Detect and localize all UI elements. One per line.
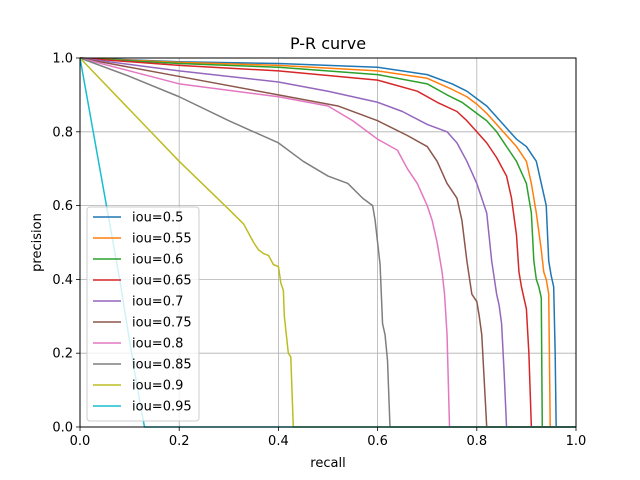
series-line-iou-0.6	[79, 57, 576, 428]
legend: iou=0.5 iou=0.55 iou=0.6 iou=0.65 iou=0.7 iou…	[86, 206, 200, 422]
y-axis-label: precision	[30, 213, 45, 272]
series-line-iou-0.9	[79, 57, 576, 428]
legend-label: iou=0.65	[132, 274, 192, 289]
y-tick-label: 0.8	[52, 125, 73, 140]
ticks-layer: 0.0 0.2 0.4 0.6 0.8 1.0 0.0 0.2 0.4 0.6 0.8 1.0	[52, 52, 586, 450]
series-line-iou-0.85	[79, 57, 576, 428]
y-tick-label: 0.6	[52, 199, 73, 214]
series-line-iou-0.5	[79, 57, 576, 428]
y-tick-label: 0.0	[52, 421, 73, 436]
chart-title: P-R curve	[290, 34, 366, 53]
series-line-iou-0.75	[79, 57, 576, 428]
y-tick-label: 0.2	[52, 347, 73, 362]
x-tick-label: 0.8	[466, 434, 487, 449]
y-tick-label: 0.4	[52, 273, 73, 288]
x-tick-label: 0.2	[169, 434, 190, 449]
series-line-iou-0.8	[79, 57, 576, 428]
plot-frame	[79, 57, 577, 428]
x-tick-label: 0.4	[268, 434, 289, 449]
legend-label: iou=0.8	[132, 337, 183, 352]
x-axis-label: recall	[310, 456, 345, 471]
series-line-iou-0.7	[79, 57, 576, 428]
series-line-iou-0.65	[79, 57, 576, 428]
legend-label: iou=0.7	[132, 295, 183, 310]
x-tick-label: 1.0	[566, 434, 587, 449]
x-tick-label: 0.6	[367, 434, 388, 449]
legend-label: iou=0.85	[132, 358, 192, 373]
series-layer	[79, 57, 576, 428]
x-tick-label: 0.0	[70, 434, 91, 449]
legend-label: iou=0.9	[132, 379, 183, 394]
legend-label: iou=0.6	[132, 253, 183, 268]
series-line-iou-0.55	[79, 57, 576, 428]
legend-box	[86, 206, 200, 422]
legend-label: iou=0.75	[132, 316, 192, 331]
y-tick-label: 1.0	[52, 52, 73, 67]
legend-label: iou=0.55	[132, 232, 192, 247]
legend-label: iou=0.95	[132, 400, 192, 415]
legend-label: iou=0.5	[132, 211, 183, 226]
